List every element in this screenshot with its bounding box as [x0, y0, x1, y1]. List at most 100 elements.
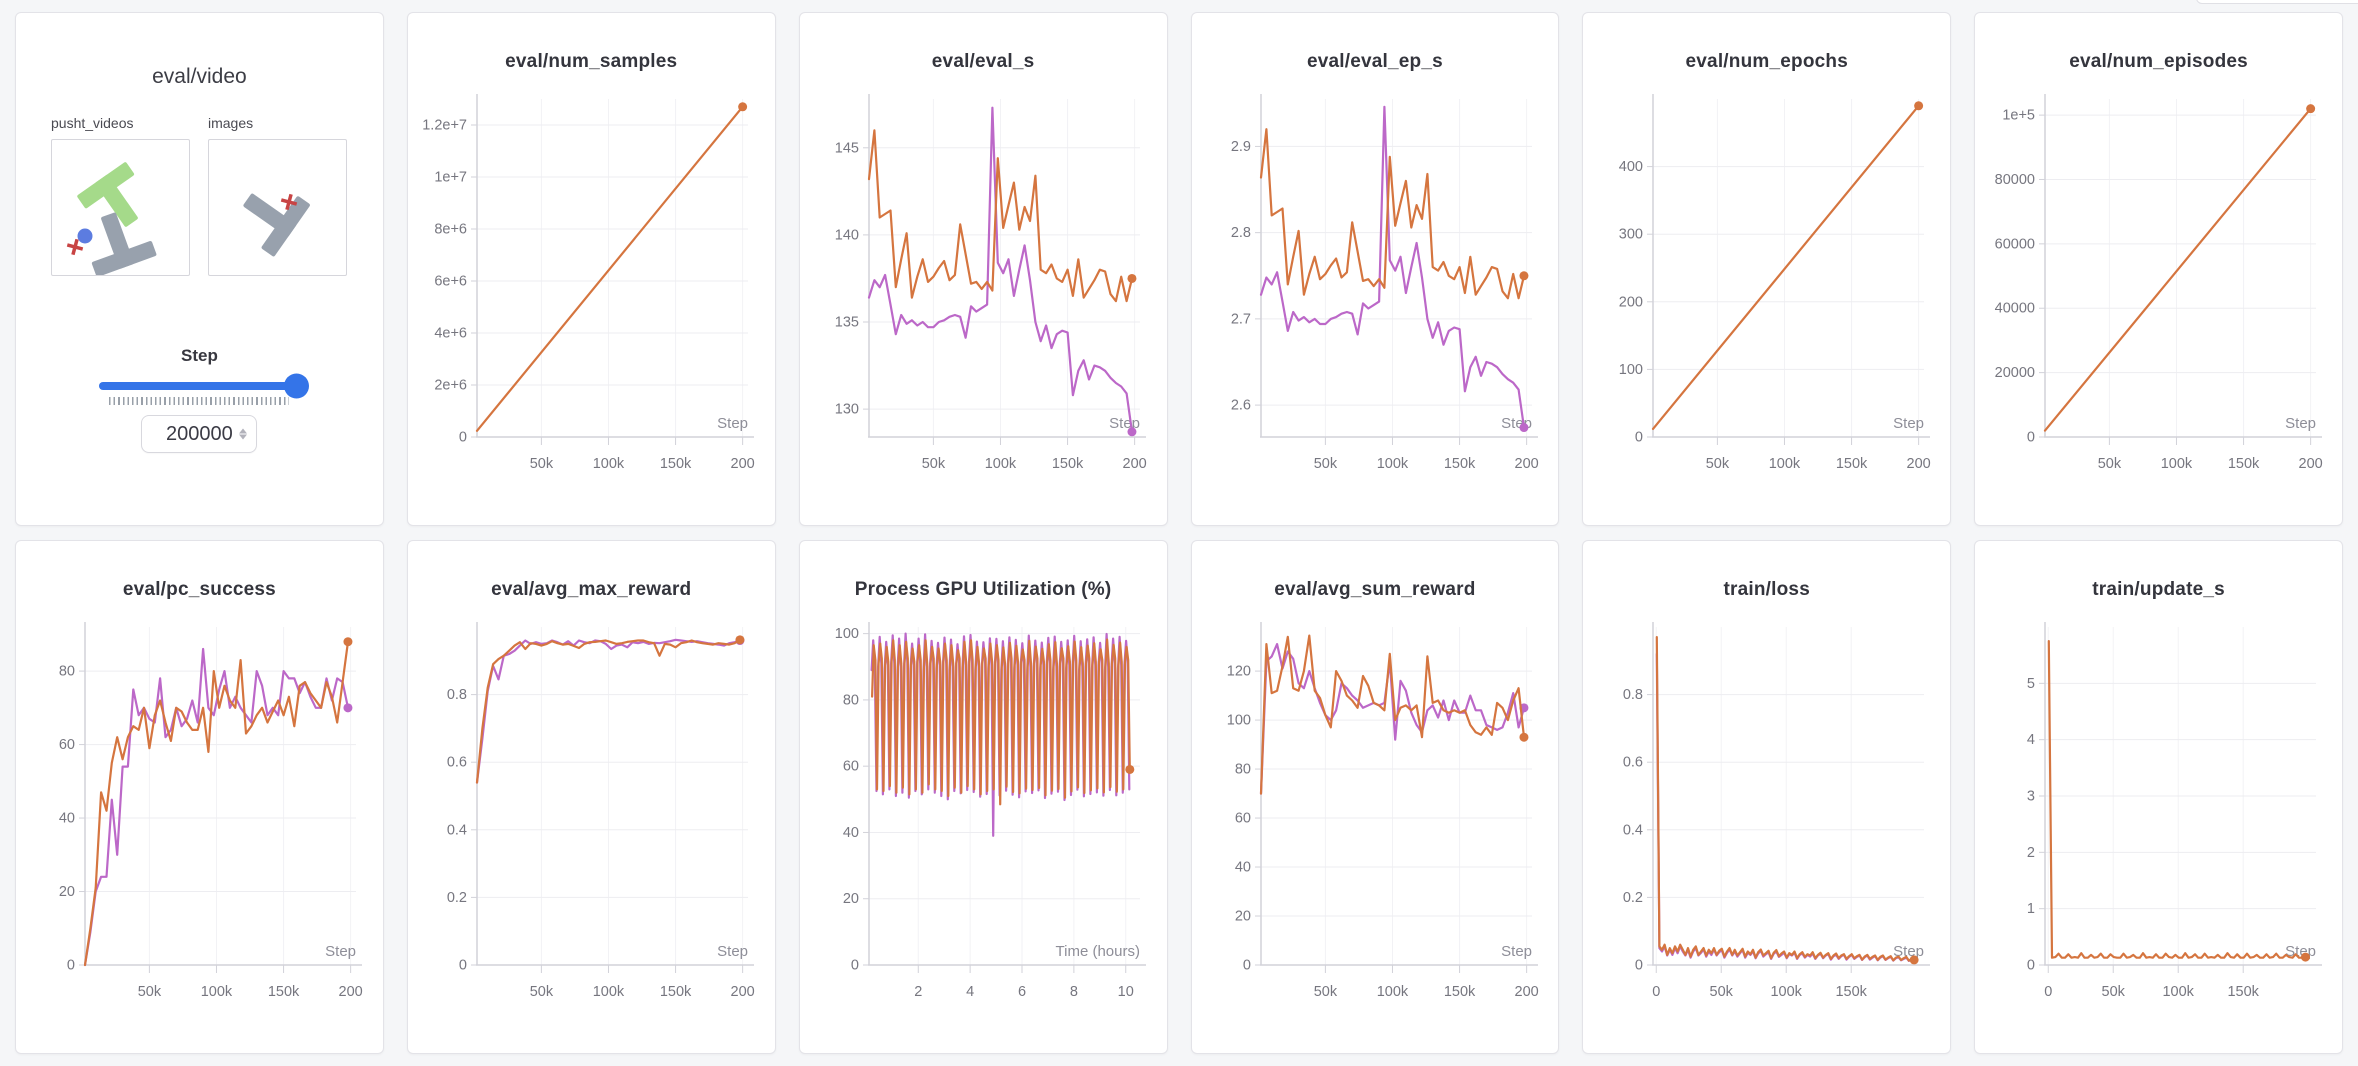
step-value: 200000	[166, 422, 233, 445]
goal-cross-icon	[280, 193, 298, 211]
video-thumbnail-images[interactable]	[208, 139, 347, 276]
svg-text:2e+6: 2e+6	[435, 378, 468, 394]
chart-eval-avg-max-reward[interactable]: 0 0.2 0.4 0.6 0.8 50k 100k 150k 200 Step	[421, 611, 761, 1047]
panel-eval-eval-s: eval/eval_s 130 135 140 145 50k 100k 150k 200 St…	[798, 12, 1168, 526]
chart-gpu-utilization[interactable]: 0 20 40 60 80 100 2 4 6 8 10 Time (hours)	[813, 611, 1153, 1047]
svg-text:150k: 150k	[660, 984, 692, 1000]
svg-text:100k: 100k	[593, 456, 625, 472]
panel-eval-avg-sum-reward: eval/avg_sum_reward 0 20 40 60 80 100 120 50k 10…	[1190, 540, 1560, 1054]
svg-text:80: 80	[843, 692, 859, 708]
chart-title: eval/avg_max_reward	[491, 579, 692, 600]
chart-eval-avg-sum-reward[interactable]: 0 20 40 60 80 100 120 50k 100k 150k 200 Step	[1205, 611, 1545, 1047]
svg-text:150k: 150k	[660, 456, 692, 472]
svg-text:100k: 100k	[1377, 984, 1409, 1000]
svg-text:100: 100	[835, 626, 859, 642]
panel-eval-num-episodes: eval/num_episodes 0 20000 40000 60000 80000 1…	[1974, 12, 2343, 526]
svg-text:60: 60	[1235, 811, 1251, 827]
chart-eval-pc-success[interactable]: 0 20 40 60 80 50k 100k 150k 200 Step	[29, 611, 369, 1047]
thumb-label-pusht-videos: pusht_videos	[51, 115, 134, 131]
svg-text:80: 80	[59, 664, 75, 680]
svg-text:150k: 150k	[1836, 456, 1868, 472]
svg-text:Step: Step	[717, 943, 748, 960]
svg-text:0: 0	[459, 958, 467, 974]
svg-text:2: 2	[2027, 845, 2035, 861]
svg-text:100k: 100k	[593, 984, 625, 1000]
svg-text:Step: Step	[1893, 943, 1924, 960]
panel-gpu-utilization: Process GPU Utilization (%) 0 20 40 60 80 100…	[798, 540, 1168, 1054]
chart-eval-num-samples[interactable]: 0 2e+6 4e+6 6e+6 8e+6 1e+7 1.2e+7 50k 100k 150k 20…	[421, 83, 761, 519]
chart-title: eval/num_episodes	[2069, 51, 2248, 72]
svg-text:100k: 100k	[1770, 984, 1802, 1000]
svg-text:0.2: 0.2	[1623, 890, 1643, 906]
svg-text:100k: 100k	[1768, 456, 1800, 472]
svg-text:40: 40	[1235, 860, 1251, 876]
svg-text:135: 135	[835, 315, 859, 331]
svg-text:50k: 50k	[1314, 984, 1338, 1000]
chart-title: eval/eval_ep_s	[1306, 51, 1443, 72]
svg-text:Step: Step	[326, 943, 357, 960]
svg-text:3: 3	[2027, 789, 2035, 805]
step-value-input[interactable]: 200000	[141, 415, 258, 453]
svg-text:Step: Step	[1893, 415, 1924, 432]
svg-text:2.9: 2.9	[1231, 139, 1251, 155]
svg-text:0: 0	[851, 958, 859, 974]
svg-text:4: 4	[2027, 732, 2035, 748]
panel-eval-num-epochs: eval/num_epochs 0 100 200 300 400 50k 100k 150k…	[1582, 12, 1952, 526]
svg-text:50k: 50k	[530, 984, 554, 1000]
chart-title: eval/avg_sum_reward	[1274, 579, 1476, 600]
svg-text:40000: 40000	[1994, 301, 2034, 317]
svg-text:300: 300	[1619, 227, 1643, 243]
svg-text:4: 4	[966, 984, 974, 1000]
svg-text:40: 40	[843, 825, 859, 841]
svg-text:20000: 20000	[1994, 365, 2034, 381]
svg-text:8: 8	[1070, 984, 1078, 1000]
svg-text:0.6: 0.6	[1623, 755, 1643, 771]
chart-eval-num-episodes[interactable]: 0 20000 40000 60000 80000 1e+5 50k 100k 150k 200 S…	[1989, 83, 2329, 519]
svg-text:0: 0	[1635, 430, 1643, 446]
svg-text:0: 0	[459, 430, 467, 446]
svg-text:0.6: 0.6	[447, 755, 467, 771]
svg-text:60: 60	[843, 759, 859, 775]
svg-text:60: 60	[59, 737, 75, 753]
svg-text:0.4: 0.4	[447, 822, 467, 838]
step-slider-thumb[interactable]	[284, 373, 310, 399]
svg-text:20: 20	[1235, 909, 1251, 925]
svg-text:0: 0	[2027, 958, 2035, 974]
thumb-label-images: images	[208, 115, 254, 131]
svg-text:50k: 50k	[2097, 456, 2121, 472]
svg-text:100k: 100k	[2162, 984, 2194, 1000]
svg-text:200: 200	[1514, 984, 1538, 1000]
step-slider-track[interactable]	[99, 373, 310, 399]
svg-text:150k: 150k	[1444, 456, 1476, 472]
svg-text:0.2: 0.2	[447, 890, 467, 906]
svg-text:400: 400	[1619, 159, 1643, 175]
svg-text:0: 0	[2027, 430, 2035, 446]
svg-text:200: 200	[1514, 456, 1538, 472]
svg-text:50k: 50k	[922, 456, 946, 472]
svg-text:2.6: 2.6	[1231, 398, 1251, 414]
svg-text:150k: 150k	[268, 984, 300, 1000]
svg-text:120: 120	[1227, 664, 1251, 680]
svg-text:200: 200	[339, 984, 363, 1000]
svg-text:50k: 50k	[2101, 984, 2125, 1000]
svg-text:150k: 150k	[1444, 984, 1476, 1000]
chart-title: train/loss	[1723, 579, 1810, 600]
svg-text:50k: 50k	[1314, 456, 1338, 472]
cutoff-panel-edge	[2196, 0, 2358, 4]
video-thumbnail-pusht[interactable]	[51, 139, 190, 277]
svg-text:100: 100	[1227, 713, 1251, 729]
svg-text:50k: 50k	[1705, 456, 1729, 472]
svg-text:0: 0	[1243, 958, 1251, 974]
stepper-arrows-icon[interactable]	[239, 428, 248, 440]
chart-eval-num-epochs[interactable]: 0 100 200 300 400 50k 100k 150k 200 Step	[1597, 83, 1937, 519]
chart-train-loss[interactable]: 0 0.2 0.4 0.6 0.8 0 50k 100k 150k Step	[1597, 611, 1937, 1047]
svg-text:50k: 50k	[138, 984, 162, 1000]
svg-text:Time (hours): Time (hours)	[1056, 943, 1140, 960]
svg-text:145: 145	[835, 140, 859, 156]
svg-text:2: 2	[914, 984, 922, 1000]
svg-text:200: 200	[1906, 456, 1930, 472]
